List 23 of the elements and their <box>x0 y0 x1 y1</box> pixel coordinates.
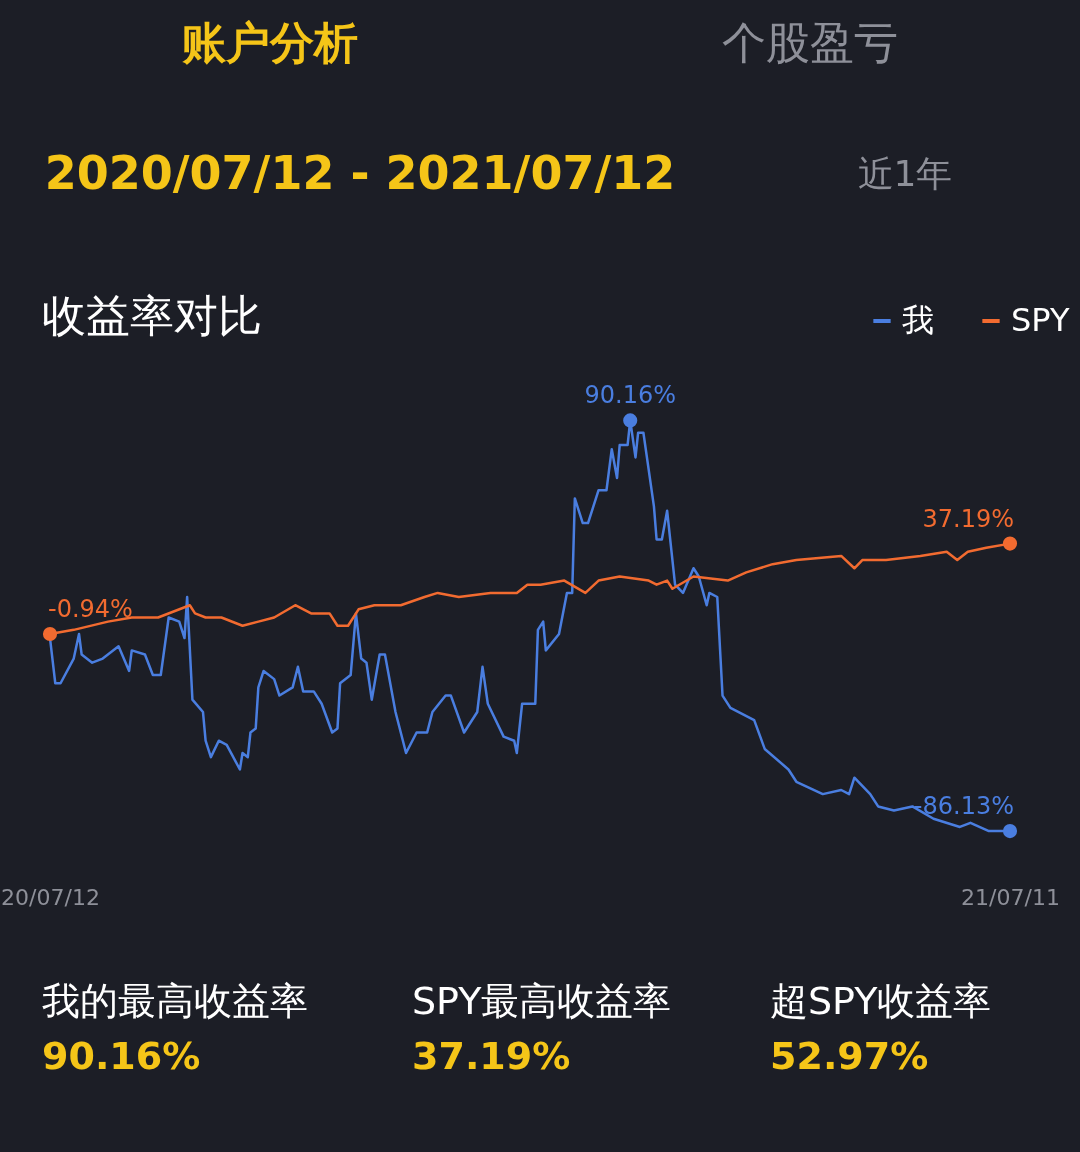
point <box>1002 536 1018 551</box>
annotation: 90.16% <box>584 381 676 410</box>
point <box>42 626 58 642</box>
text: 近1年 <box>857 153 953 194</box>
text: 37.19% <box>412 1034 571 1078</box>
chart-title: 收益率对比 <box>42 290 262 341</box>
x-tick-label: 21/07/11 <box>961 884 1060 910</box>
point <box>1002 824 1018 839</box>
legend-label: SPY <box>1011 301 1070 339</box>
text: 账户分析 <box>182 17 358 68</box>
text: 90.16% <box>42 1034 201 1078</box>
annotation: -86.13% <box>913 792 1014 821</box>
text: 52.97% <box>770 1034 929 1078</box>
annotation: 37.19% <box>922 504 1014 533</box>
text: 个股盈亏 <box>722 17 898 68</box>
legend-label: 我 <box>902 301 934 339</box>
text: SPY最高收益率 <box>412 979 672 1023</box>
text: 2020/07/12 - 2021/07/12 <box>44 146 676 200</box>
text: 超SPY收益率 <box>770 979 992 1023</box>
point <box>623 413 638 428</box>
annotation: -0.94% <box>48 594 133 623</box>
text: 我的最高收益率 <box>42 979 308 1023</box>
x-tick-label: 20/07/12 <box>1 884 100 910</box>
